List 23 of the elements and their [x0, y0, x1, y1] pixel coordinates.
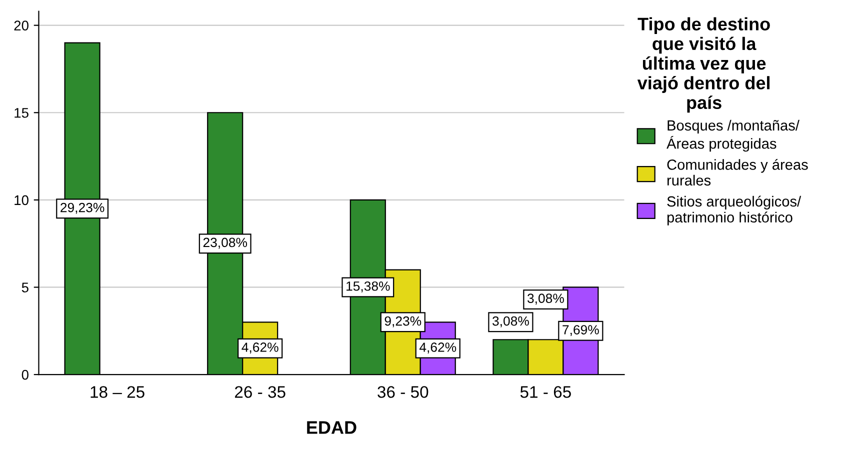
x-axis-title: EDAD — [307, 421, 356, 434]
annotation: 29,23% — [60, 202, 104, 214]
legend-label: Bosques /montañas/ Áreas protegidas — [666, 120, 800, 152]
annotation: 9,23% — [384, 316, 422, 328]
y-tick-label: 20 — [14, 20, 28, 30]
annotation: 4,62% — [242, 342, 278, 354]
annotation: 23,08% — [203, 238, 248, 249]
x-tick-label: 26 - 35 — [234, 386, 286, 398]
y-tick-label: 0 — [22, 370, 28, 380]
annotation: 7,69% — [562, 325, 599, 336]
x-tick-label: 51 - 65 — [520, 386, 571, 398]
x-tick-label: 18 – 25 — [90, 386, 144, 398]
annotation: 15,38% — [346, 281, 390, 292]
y-tick-label: 15 — [14, 108, 28, 118]
legend-title: Tipo de destino que visitó la última vez que viajó dentro del país — [637, 17, 770, 113]
y-tick-label: 5 — [22, 282, 28, 292]
y-tick-label: 10 — [14, 195, 28, 206]
annotation: 3,08% — [527, 294, 564, 305]
legend-label: Comunidades y áreas rurales — [667, 158, 808, 186]
annotation: 4,62% — [419, 342, 456, 354]
annotation: 3,08% — [492, 316, 529, 328]
x-tick-label: 36 - 50 — [378, 386, 428, 398]
legend-label: Sitios arqueológicos/ patrimonio histórico — [667, 196, 802, 226]
